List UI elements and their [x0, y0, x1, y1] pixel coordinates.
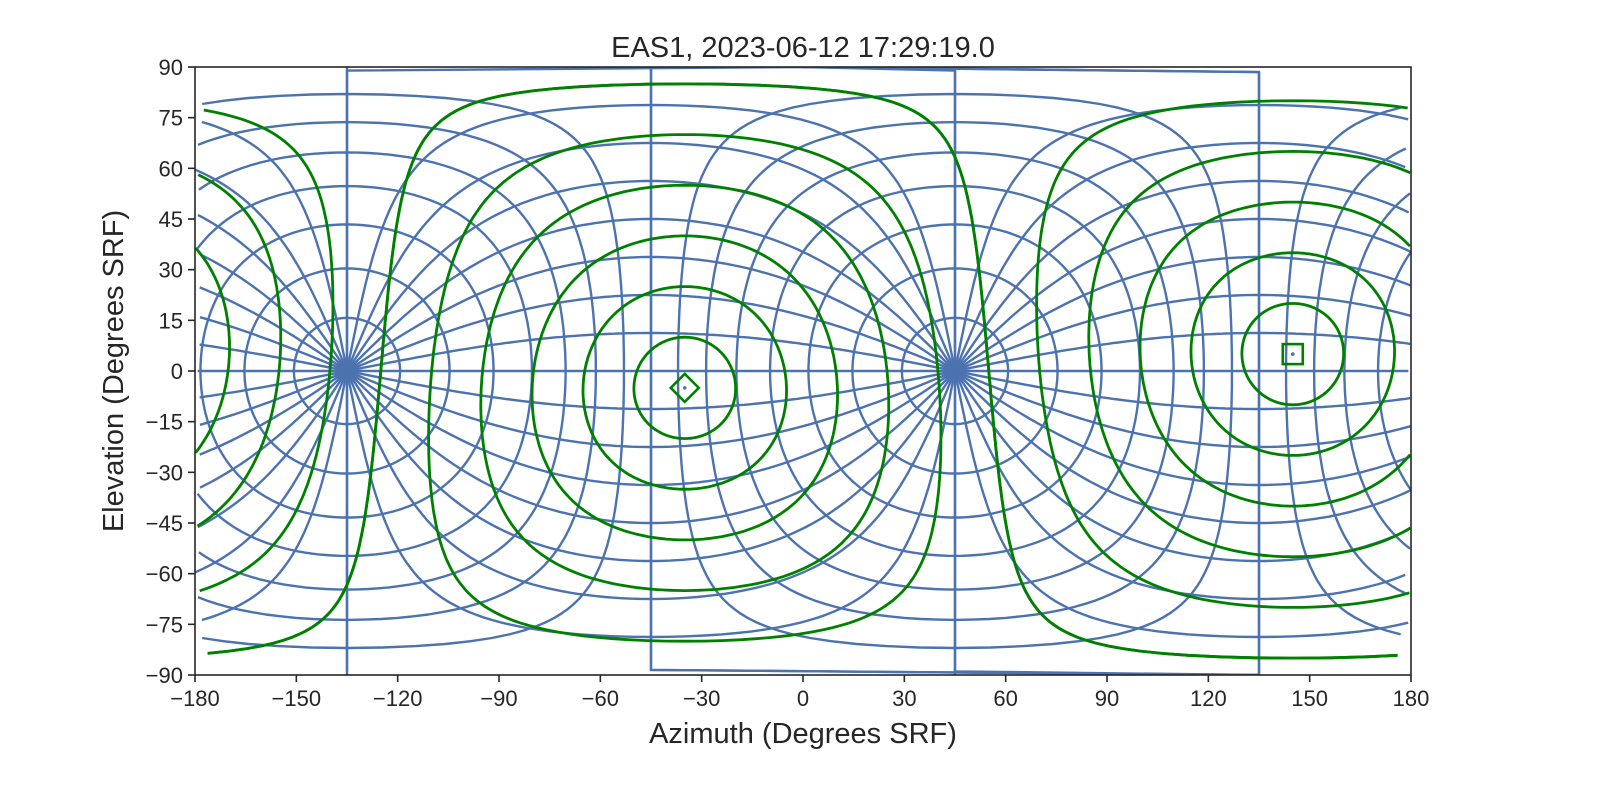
- fov-sector-line: [199, 293, 1411, 373]
- y-axis: 90 75 60 45 30 15 0 −15 −30 −45 −60 −75 −90: [146, 55, 195, 688]
- y-tick-label: −15: [146, 410, 183, 435]
- y-tick-label: 45: [159, 207, 183, 232]
- x-tick-label: −90: [480, 686, 517, 711]
- angle-contour: [195, 200, 1411, 508]
- y-tick-label: 15: [159, 308, 183, 333]
- angle-contour: [581, 285, 788, 491]
- fov-sector-line: [345, 371, 1260, 675]
- x-tick-label: 30: [892, 686, 916, 711]
- angle-contour: [632, 335, 737, 441]
- angle-contour: [199, 99, 1410, 609]
- marker-center-dot: [682, 386, 687, 390]
- y-axis-label: Elevation (Degrees SRF): [98, 210, 130, 532]
- y-tick-label: −90: [146, 663, 183, 688]
- fov-sector-line: [199, 331, 1411, 373]
- angle-contour: [1189, 251, 1396, 457]
- fov-sector-line: [346, 369, 956, 449]
- fov-sector-line: [345, 103, 957, 372]
- x-tick-label: 0: [797, 686, 809, 711]
- x-tick-label: −180: [170, 686, 220, 711]
- x-axis: −180 −150 −120 −90 −60 −30 0 30 60 90 120 150 180: [170, 675, 1429, 711]
- fov-sector-line: [195, 141, 1406, 372]
- angle-contour: [427, 133, 943, 643]
- x-tick-label: −60: [582, 686, 619, 711]
- square-marker: [1281, 342, 1305, 366]
- contour-layer: [195, 82, 1411, 660]
- angle-contour: [530, 234, 839, 542]
- fov-sector-line: [346, 331, 956, 373]
- angle-contour: [207, 82, 1398, 660]
- fov-sector-line: [345, 141, 957, 372]
- x-tick-label: 60: [993, 686, 1017, 711]
- y-tick-label: 30: [159, 258, 183, 283]
- angle-contour: [479, 183, 891, 593]
- x-tick-label: 150: [1291, 686, 1328, 711]
- angle-contour: [196, 149, 1411, 559]
- y-tick-label: −60: [146, 562, 183, 587]
- y-tick-label: 0: [171, 359, 183, 384]
- fov-sector-line: [201, 103, 1409, 372]
- y-tick-label: −75: [146, 612, 183, 637]
- x-axis-label: Azimuth (Degrees SRF): [649, 718, 957, 750]
- fov-sector-line: [345, 370, 957, 639]
- fov-sector-line: [345, 370, 957, 601]
- fov-sector-line: [199, 369, 1411, 449]
- fov-sector-line: [195, 370, 1406, 601]
- fov-sector-line: [346, 369, 956, 411]
- y-tick-label: 90: [159, 55, 183, 80]
- fov-sector-line: [199, 370, 1411, 525]
- y-tick-label: 75: [159, 106, 183, 131]
- x-tick-label: −150: [272, 686, 322, 711]
- diamond-marker: [668, 372, 701, 404]
- y-tick-label: −30: [146, 460, 183, 485]
- fov-sector-line: [346, 179, 956, 372]
- fov-grid-layer: [195, 67, 1411, 675]
- fov-elevation-ring: [649, 67, 1261, 675]
- x-tick-label: −120: [373, 686, 423, 711]
- y-tick-label: −45: [146, 511, 183, 536]
- fov-sector-line: [199, 369, 1411, 411]
- fov-sector-line: [346, 255, 956, 372]
- y-tick-label: 60: [159, 156, 183, 181]
- x-tick-label: 180: [1393, 686, 1430, 711]
- plot-area: [195, 67, 1411, 675]
- fov-sector-line: [199, 217, 1411, 372]
- fov-sector-line: [346, 293, 956, 373]
- x-tick-label: 90: [1095, 686, 1119, 711]
- x-tick-label: 120: [1190, 686, 1227, 711]
- fov-sector-line: [201, 370, 1409, 639]
- fov-sector-line: [197, 179, 1410, 372]
- x-tick-label: −30: [683, 686, 720, 711]
- fov-sector-line: [346, 217, 956, 372]
- marker-center-dot: [1290, 352, 1295, 356]
- angle-contour: [1240, 301, 1345, 407]
- marker-layer: [668, 342, 1305, 404]
- chart-title: EAS1, 2023-06-12 17:29:19.0: [611, 32, 995, 64]
- fov-sector-line: [346, 370, 956, 525]
